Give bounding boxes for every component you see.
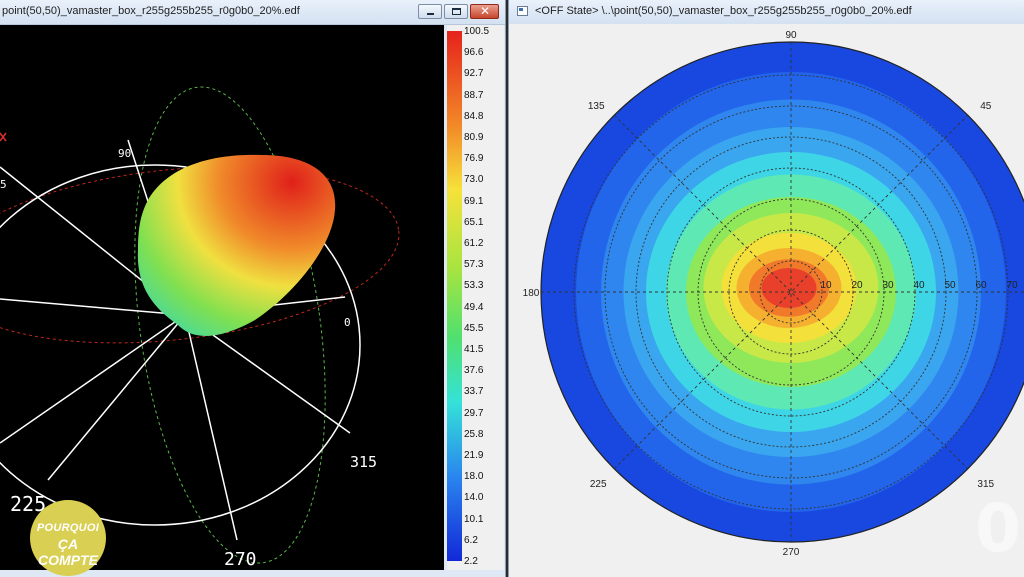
angle-label-90: 90	[785, 30, 797, 41]
angle-label-45: 45	[980, 101, 992, 112]
colorbar-tick-label: 10.1	[464, 513, 484, 525]
polar-axis-diagonal	[613, 114, 969, 470]
luminance-surface	[137, 154, 336, 336]
azimuth-ring	[0, 164, 361, 526]
colorbar-tick-label: 73.0	[464, 174, 484, 186]
colorbar-gradient	[447, 31, 462, 561]
colorbar-tick-label: 53.3	[464, 280, 484, 292]
colorbar-tick-label: 92.7	[464, 68, 484, 80]
window-title: point(50,50)_vamaster_box_r255g255b255_r…	[2, 5, 300, 17]
contour-band	[761, 268, 817, 308]
red-dashed-arc	[0, 166, 400, 344]
angle-label-135: 135	[588, 101, 605, 112]
radius-label: 50	[944, 280, 956, 291]
colorbar-legend: 100.5 96.6 92.7 88.7 84.8 80.9 76.9 73.0 69.1 65.…	[447, 25, 504, 570]
maximize-button[interactable]	[444, 4, 468, 19]
radius-label: 20	[851, 280, 863, 291]
colorbar-tick-label: 61.2	[464, 238, 484, 249]
title-bar[interactable]: point(50,50)_vamaster_box_r255g255b255_r…	[0, 0, 505, 25]
green-dashed-arc	[134, 86, 326, 564]
polar-plot-window: <OFF State> \..\point(50,50)_vamaster_bo…	[508, 0, 1024, 577]
minimize-icon	[427, 13, 434, 15]
colorbar-tick-label: 21.9	[464, 450, 484, 461]
colorbar-tick-label: 6.2	[464, 534, 478, 546]
colorbar-tick-label: 80.9	[464, 132, 484, 143]
logo-text-top: POURQUOI	[36, 522, 100, 534]
close-icon: ✕	[480, 4, 491, 18]
azimuth-label-270: 270	[224, 549, 257, 570]
colorbar-tick-label: 96.6	[464, 47, 484, 59]
colorbar-tick-label: 29.7	[464, 407, 484, 419]
luminance-3d-plot[interactable]: 90 0 315 270 225 5	[0, 25, 444, 570]
colorbar-tick-label: 41.5	[464, 344, 484, 355]
polar-contour-plot[interactable]: 90 270 180 135 45 225 315 10 20 30 40 50 60 70	[509, 24, 1024, 577]
document-icon	[517, 6, 528, 16]
azimuth-label-partial: 5	[0, 178, 7, 191]
radius-label: 10	[820, 280, 832, 291]
colorbar-tick-label: 84.8	[464, 110, 484, 122]
angle-label-315: 315	[977, 479, 994, 490]
viewer-3d-window: point(50,50)_vamaster_box_r255g255b255_r…	[0, 0, 506, 577]
colorbar-tick-label: 14.0	[464, 492, 484, 504]
colorbar-tick-label: 45.5	[464, 322, 484, 334]
colorbar-tick-label: 57.3	[464, 259, 484, 271]
colorbar-tick-label: 65.1	[464, 216, 484, 228]
maximize-icon	[452, 8, 461, 15]
watermark-text: 01	[975, 490, 1024, 567]
colorbar-tick-label: 69.1	[464, 195, 484, 207]
polar-axis-diagonal	[613, 114, 969, 470]
colorbar-tick-label: 18.0	[464, 471, 484, 483]
radius-label: 40	[913, 280, 925, 291]
colorbar-tick-label: 100.5	[464, 26, 490, 37]
minimize-button[interactable]	[418, 4, 442, 19]
window-title: <OFF State> \..\point(50,50)_vamaster_bo…	[535, 5, 912, 17]
channel-logo: POURQUOI ÇA COMPTE	[30, 500, 106, 576]
axis-marker-icon	[0, 132, 7, 142]
colorbar-tick-label: 76.9	[464, 153, 484, 165]
colorbar-tick-label: 49.4	[464, 301, 484, 313]
logo-text-bottom: ÇA COMPTE	[38, 536, 98, 568]
colorbar-tick-label: 33.7	[464, 386, 484, 398]
polar-grid-ring	[604, 105, 978, 479]
title-bar[interactable]: <OFF State> \..\point(50,50)_vamaster_bo…	[509, 0, 1024, 25]
angle-label-270: 270	[783, 547, 800, 558]
radius-label: 30	[882, 280, 894, 291]
colorbar-tick-label: 88.7	[464, 89, 484, 101]
polar-plot-area[interactable]: 90 270 180 135 45 225 315 10 20 30 40 50 60 70	[509, 24, 1024, 577]
azimuth-label-0: 0	[344, 316, 351, 329]
radius-label: 60	[975, 280, 987, 291]
angle-label-180: 180	[523, 288, 540, 299]
colorbar-tick-label: 25.8	[464, 428, 484, 440]
angle-label-225: 225	[590, 479, 607, 490]
close-button[interactable]: ✕	[470, 4, 499, 19]
radius-label: 70	[1006, 280, 1018, 291]
colorbar-tick-label: 2.2	[464, 556, 478, 567]
azimuth-label-315: 315	[350, 453, 377, 471]
azimuth-label-90: 90	[118, 147, 131, 160]
colorbar-tick-label: 37.6	[464, 365, 484, 377]
